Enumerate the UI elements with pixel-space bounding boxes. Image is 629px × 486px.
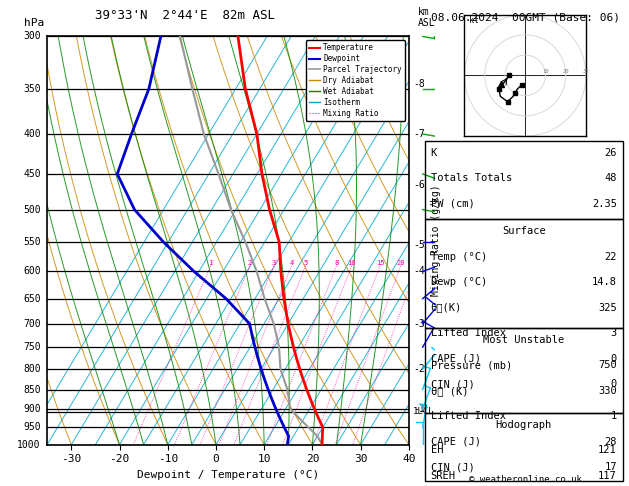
Bar <box>425 141 623 219</box>
Text: 20: 20 <box>397 260 405 266</box>
Text: 0: 0 <box>611 354 617 364</box>
Text: 3: 3 <box>272 260 276 266</box>
Text: -2: -2 <box>413 364 425 374</box>
Text: 3: 3 <box>611 328 617 338</box>
Text: θᴄ (K): θᴄ (K) <box>430 386 468 396</box>
Text: 2: 2 <box>248 260 252 266</box>
Text: Totals Totals: Totals Totals <box>430 174 512 183</box>
Legend: Temperature, Dewpoint, Parcel Trajectory, Dry Adiabat, Wet Adiabat, Isotherm, Mi: Temperature, Dewpoint, Parcel Trajectory… <box>306 40 405 121</box>
Text: 650: 650 <box>23 294 41 304</box>
Text: 500: 500 <box>23 205 41 215</box>
Bar <box>425 413 623 481</box>
Text: Lifted Index: Lifted Index <box>430 411 506 421</box>
Text: 950: 950 <box>23 422 41 433</box>
Text: 10: 10 <box>542 69 548 74</box>
Text: -5: -5 <box>413 240 425 250</box>
Text: Temp (°C): Temp (°C) <box>430 252 487 261</box>
Text: 4: 4 <box>289 260 294 266</box>
Text: 10: 10 <box>347 260 356 266</box>
Bar <box>425 328 623 413</box>
Text: PW (cm): PW (cm) <box>430 199 474 209</box>
Text: 300: 300 <box>23 32 41 41</box>
Text: Dewp (°C): Dewp (°C) <box>430 277 487 287</box>
Bar <box>425 219 623 328</box>
Text: 325: 325 <box>598 302 617 312</box>
Text: CIN (J): CIN (J) <box>430 463 474 472</box>
Text: 800: 800 <box>23 364 41 374</box>
Text: hPa: hPa <box>24 18 44 28</box>
Text: Pressure (mb): Pressure (mb) <box>430 361 512 370</box>
Text: 450: 450 <box>23 169 41 179</box>
Text: 22: 22 <box>604 252 617 261</box>
Text: 0: 0 <box>611 379 617 389</box>
Text: 550: 550 <box>23 237 41 247</box>
Text: 600: 600 <box>23 266 41 277</box>
Text: CAPE (J): CAPE (J) <box>430 354 481 364</box>
Text: 400: 400 <box>23 129 41 139</box>
Text: 30: 30 <box>582 69 589 74</box>
Text: EH: EH <box>430 445 443 455</box>
Text: 2.35: 2.35 <box>592 199 617 209</box>
Text: 1: 1 <box>209 260 213 266</box>
Text: 48: 48 <box>604 174 617 183</box>
Text: 1000: 1000 <box>17 440 41 450</box>
Text: 15: 15 <box>376 260 384 266</box>
Text: 1: 1 <box>611 411 617 421</box>
Text: CIN (J): CIN (J) <box>430 379 474 389</box>
X-axis label: Dewpoint / Temperature (°C): Dewpoint / Temperature (°C) <box>137 470 319 480</box>
Text: 330: 330 <box>598 386 617 396</box>
Text: 121: 121 <box>598 445 617 455</box>
Text: 750: 750 <box>23 342 41 352</box>
Text: 17: 17 <box>604 463 617 472</box>
Text: 39°33'N  2°44'E  82m ASL: 39°33'N 2°44'E 82m ASL <box>94 9 275 22</box>
Text: 20: 20 <box>562 69 569 74</box>
Text: 700: 700 <box>23 319 41 329</box>
Text: 14.8: 14.8 <box>592 277 617 287</box>
Text: Lifted Index: Lifted Index <box>430 328 506 338</box>
Text: km
ASL: km ASL <box>418 7 435 28</box>
Text: 08.06.2024  00GMT (Base: 06): 08.06.2024 00GMT (Base: 06) <box>431 12 620 22</box>
Text: kt: kt <box>469 16 479 25</box>
Text: 850: 850 <box>23 384 41 395</box>
Text: 750: 750 <box>598 361 617 370</box>
Text: 8: 8 <box>335 260 338 266</box>
Text: -8: -8 <box>413 79 425 89</box>
Text: -7: -7 <box>413 129 425 139</box>
Text: 5: 5 <box>304 260 308 266</box>
Text: 117: 117 <box>598 471 617 481</box>
Text: 900: 900 <box>23 404 41 414</box>
Text: -3: -3 <box>413 319 425 329</box>
Text: 28: 28 <box>604 437 617 447</box>
Text: K: K <box>430 148 437 158</box>
Text: Surface: Surface <box>502 226 545 236</box>
Text: -6: -6 <box>413 180 425 190</box>
Text: -4: -4 <box>413 266 425 277</box>
Text: Hodograph: Hodograph <box>496 420 552 430</box>
Text: θᴄ(K): θᴄ(K) <box>430 302 462 312</box>
Text: 1LCL: 1LCL <box>413 407 435 417</box>
Text: 350: 350 <box>23 84 41 94</box>
Text: -1: -1 <box>413 404 425 414</box>
Text: 26: 26 <box>604 148 617 158</box>
Text: Most Unstable: Most Unstable <box>483 335 564 345</box>
Text: SREH: SREH <box>430 471 455 481</box>
Text: Mixing Ratio (g/kg): Mixing Ratio (g/kg) <box>431 185 441 296</box>
Text: CAPE (J): CAPE (J) <box>430 437 481 447</box>
Text: © weatheronline.co.uk: © weatheronline.co.uk <box>469 474 582 484</box>
